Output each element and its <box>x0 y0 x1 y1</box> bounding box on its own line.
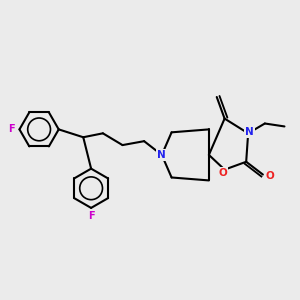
Text: N: N <box>158 150 166 160</box>
Text: O: O <box>218 168 227 178</box>
Text: N: N <box>245 127 254 137</box>
Text: F: F <box>88 211 94 221</box>
Text: O: O <box>266 170 274 181</box>
Text: F: F <box>8 124 15 134</box>
